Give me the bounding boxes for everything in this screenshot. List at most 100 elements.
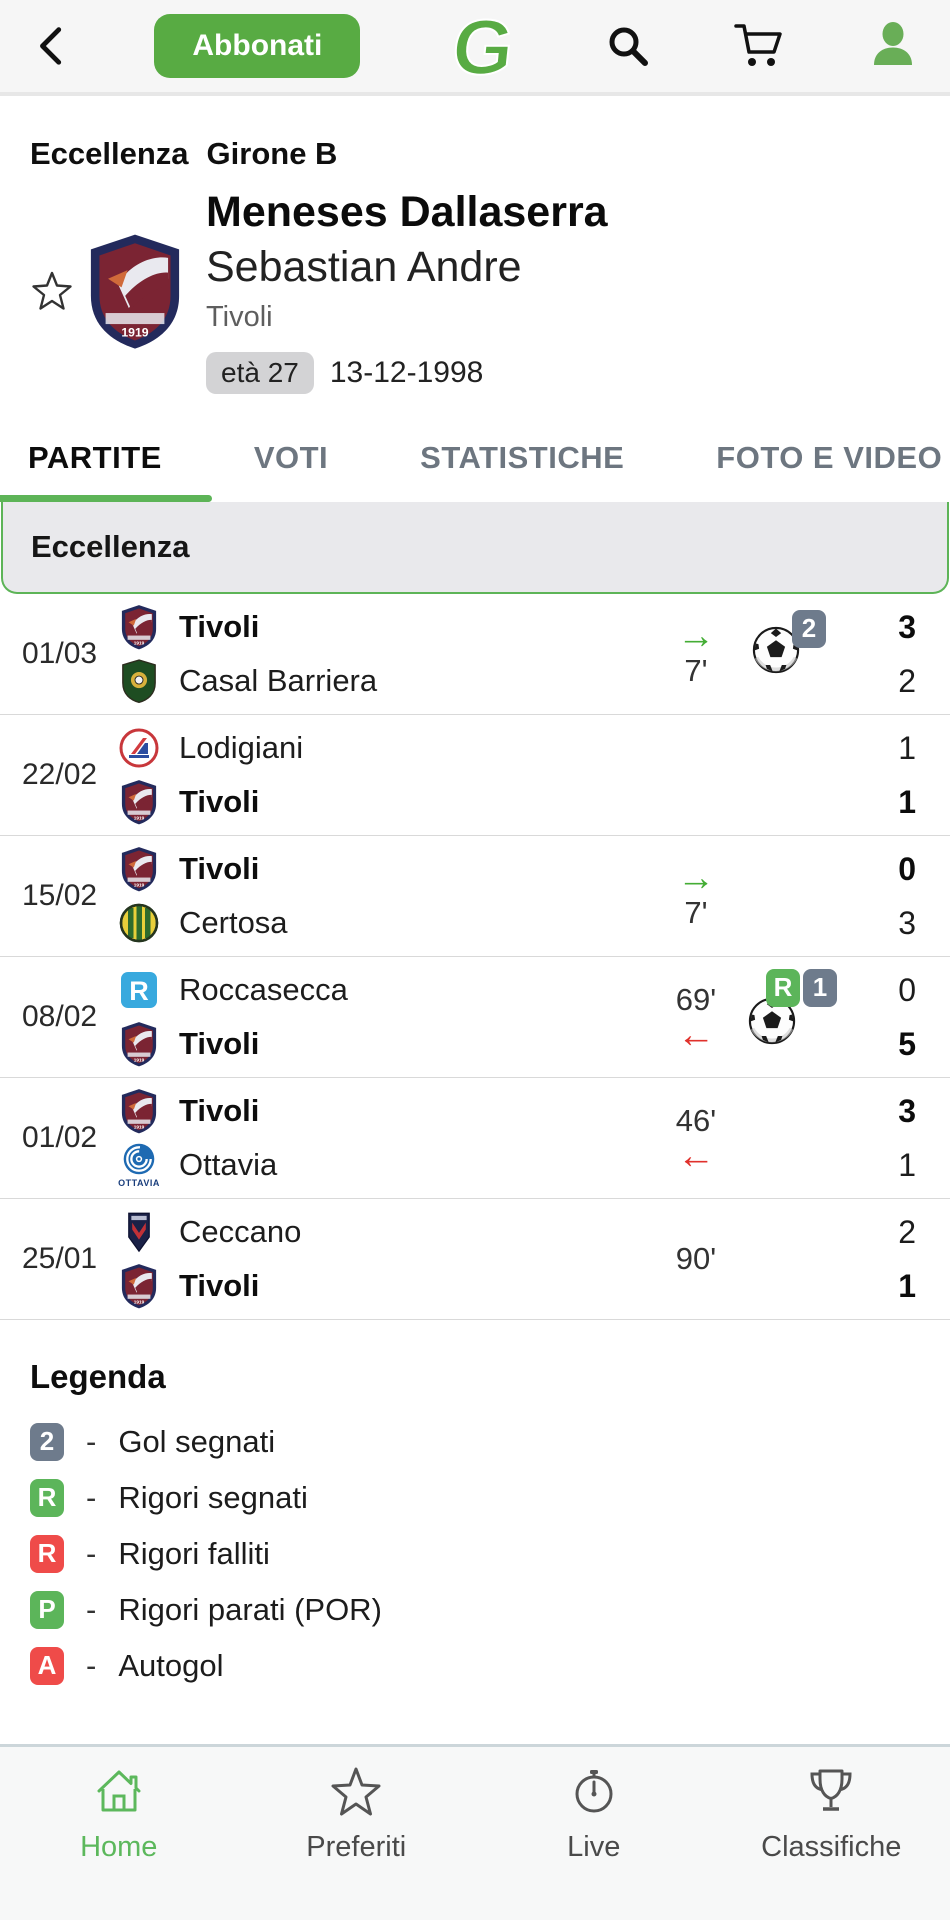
team-logo-tivoli: [117, 1088, 161, 1134]
legend-label: Gol segnati: [118, 1423, 276, 1459]
birth-date: 13-12-1998: [329, 355, 484, 389]
match-list: 01/03 Tivoli Casal Barriera → 7' 2 3 2: [0, 594, 950, 1320]
app-logo-icon[interactable]: G: [434, 4, 529, 88]
breadcrumb: Eccellenza Girone B: [30, 136, 950, 172]
score-home: 2: [898, 1213, 916, 1250]
team-logo-tivoli: [117, 779, 161, 825]
score-cell: 1 1: [874, 725, 916, 825]
nav-item-classifiche[interactable]: Classifiche: [713, 1763, 950, 1864]
star-icon: [331, 1767, 381, 1816]
match-row[interactable]: 22/02 Lodigiani Tivoli 1 1: [0, 715, 950, 836]
match-date: 22/02: [22, 757, 98, 791]
nav-label: Home: [80, 1831, 158, 1863]
breadcrumb-group: Girone B: [206, 136, 338, 171]
cart-icon[interactable]: [732, 20, 788, 72]
legend-separator: -: [86, 1423, 97, 1459]
top-bar: Abbonati G: [0, 0, 950, 96]
tab-voti[interactable]: VOTI: [253, 439, 329, 475]
match-row[interactable]: 15/02 Tivoli Certosa → 7' 0 3: [0, 836, 950, 957]
team-name: Roccasecca: [179, 971, 348, 1007]
own-goal-badge: A: [30, 1646, 64, 1685]
score-cell: 3 1: [874, 1088, 916, 1188]
favorite-star-icon[interactable]: [30, 269, 74, 313]
penalty-scored-badge: R: [766, 968, 800, 1007]
events-cell: R 1: [746, 968, 874, 1065]
sub-minute: 7': [684, 652, 708, 688]
legend-label: Rigori parati (POR): [118, 1591, 382, 1627]
goals-badge: 2: [792, 609, 826, 648]
team-name: Ottavia: [179, 1146, 278, 1182]
match-date: 01/02: [22, 1120, 98, 1154]
match-date: 25/01: [22, 1241, 98, 1275]
team-logo-ceccano: [117, 1210, 161, 1254]
team-logo-caption: OTTAVIA: [118, 1178, 160, 1189]
team-name: Tivoli: [179, 1092, 260, 1128]
sub-minute: 7': [684, 894, 708, 930]
penalty-missed-badge: R: [30, 1534, 64, 1573]
team-logo-tivoli: [117, 1263, 161, 1309]
back-icon[interactable]: [30, 23, 76, 69]
trophy-icon: [810, 1769, 852, 1811]
team-logo-tivoli: [117, 604, 161, 650]
legend: Legenda 2 - Gol segnati R - Rigori segna…: [0, 1320, 950, 1694]
team-logo-lodigiani: [117, 728, 161, 768]
tab-statistiche[interactable]: STATISTICHE: [420, 439, 625, 475]
search-icon[interactable]: [603, 21, 653, 71]
score-away: 1: [898, 1146, 916, 1183]
bottom-nav: Home Preferiti Live Classifiche: [0, 1744, 950, 1920]
tab-foto-e-video[interactable]: FOTO E VIDEO: [716, 439, 943, 475]
substitution-cell: 69' ←: [646, 981, 746, 1056]
team-logo-ottavia: OTTAVIA: [117, 1141, 161, 1188]
team-logo-tivoli: [117, 846, 161, 892]
score-home: 3: [898, 1092, 916, 1129]
sub-in-arrow-icon: →: [677, 856, 715, 899]
tab-partite[interactable]: PARTITE: [28, 439, 162, 475]
legend-label: Autogol: [118, 1647, 224, 1683]
team-name: Certosa: [179, 904, 288, 940]
match-row[interactable]: 08/02 Roccasecca Tivoli 69' ← R 1 0: [0, 957, 950, 1078]
score-cell: 0 3: [874, 846, 916, 946]
match-row[interactable]: 01/03 Tivoli Casal Barriera → 7' 2 3 2: [0, 594, 950, 715]
team-name: Tivoli: [179, 608, 260, 644]
score-away: 2: [898, 662, 916, 699]
stopwatch-icon: [575, 1770, 613, 1813]
age-badge: età 27: [206, 351, 314, 394]
score-home: 3: [898, 608, 916, 645]
team-name: Ceccano: [179, 1213, 302, 1249]
nav-item-home[interactable]: Home: [0, 1763, 238, 1864]
score-away: 1: [898, 783, 916, 820]
player-first-name: Sebastian Andre: [206, 243, 522, 292]
match-row[interactable]: 01/02 Tivoli OTTAVIA Ottavia 46' ← 3 1: [0, 1078, 950, 1199]
legend-item: R - Rigori falliti: [30, 1526, 920, 1582]
player-team: Tivoli: [206, 300, 273, 333]
score-home: 0: [898, 850, 916, 887]
score-cell: 0 5: [874, 967, 916, 1067]
club-badge-tivoli: [86, 231, 184, 351]
score-away: 5: [898, 1025, 916, 1062]
match-row[interactable]: 25/01 Ceccano Tivoli 90' 2 1: [0, 1199, 950, 1320]
team-logo-roccasecca: [117, 970, 161, 1010]
nav-item-live[interactable]: Live: [475, 1763, 713, 1864]
legend-item: 2 - Gol segnati: [30, 1414, 920, 1470]
team-name: Tivoli: [179, 850, 260, 886]
legend-item: A - Autogol: [30, 1638, 920, 1694]
match-date: 08/02: [22, 999, 98, 1033]
profile-icon[interactable]: [866, 19, 920, 73]
subscribe-button[interactable]: Abbonati: [154, 14, 361, 78]
team-name: Lodigiani: [179, 729, 304, 765]
match-date: 01/03: [22, 636, 98, 670]
breadcrumb-league: Eccellenza: [30, 136, 189, 171]
active-tab-underline: [0, 494, 212, 502]
sub-minute: 69': [675, 981, 717, 1017]
nav-item-preferiti[interactable]: Preferiti: [238, 1763, 476, 1864]
team-name: Tivoli: [179, 783, 260, 819]
tab-bar: PARTITE VOTI STATISTICHE FOTO E VIDEO: [0, 440, 950, 502]
nav-label: Classifiche: [761, 1831, 902, 1863]
sub-out-arrow-icon: ←: [677, 1013, 715, 1056]
score-away: 1: [898, 1267, 916, 1304]
player-last-name: Meneses Dallaserra: [206, 188, 608, 236]
score-home: 1: [898, 729, 916, 766]
team-logo-certosa: [117, 903, 161, 943]
events-cell: [746, 1090, 874, 1186]
substitution-cell: 46' ←: [646, 1103, 746, 1175]
